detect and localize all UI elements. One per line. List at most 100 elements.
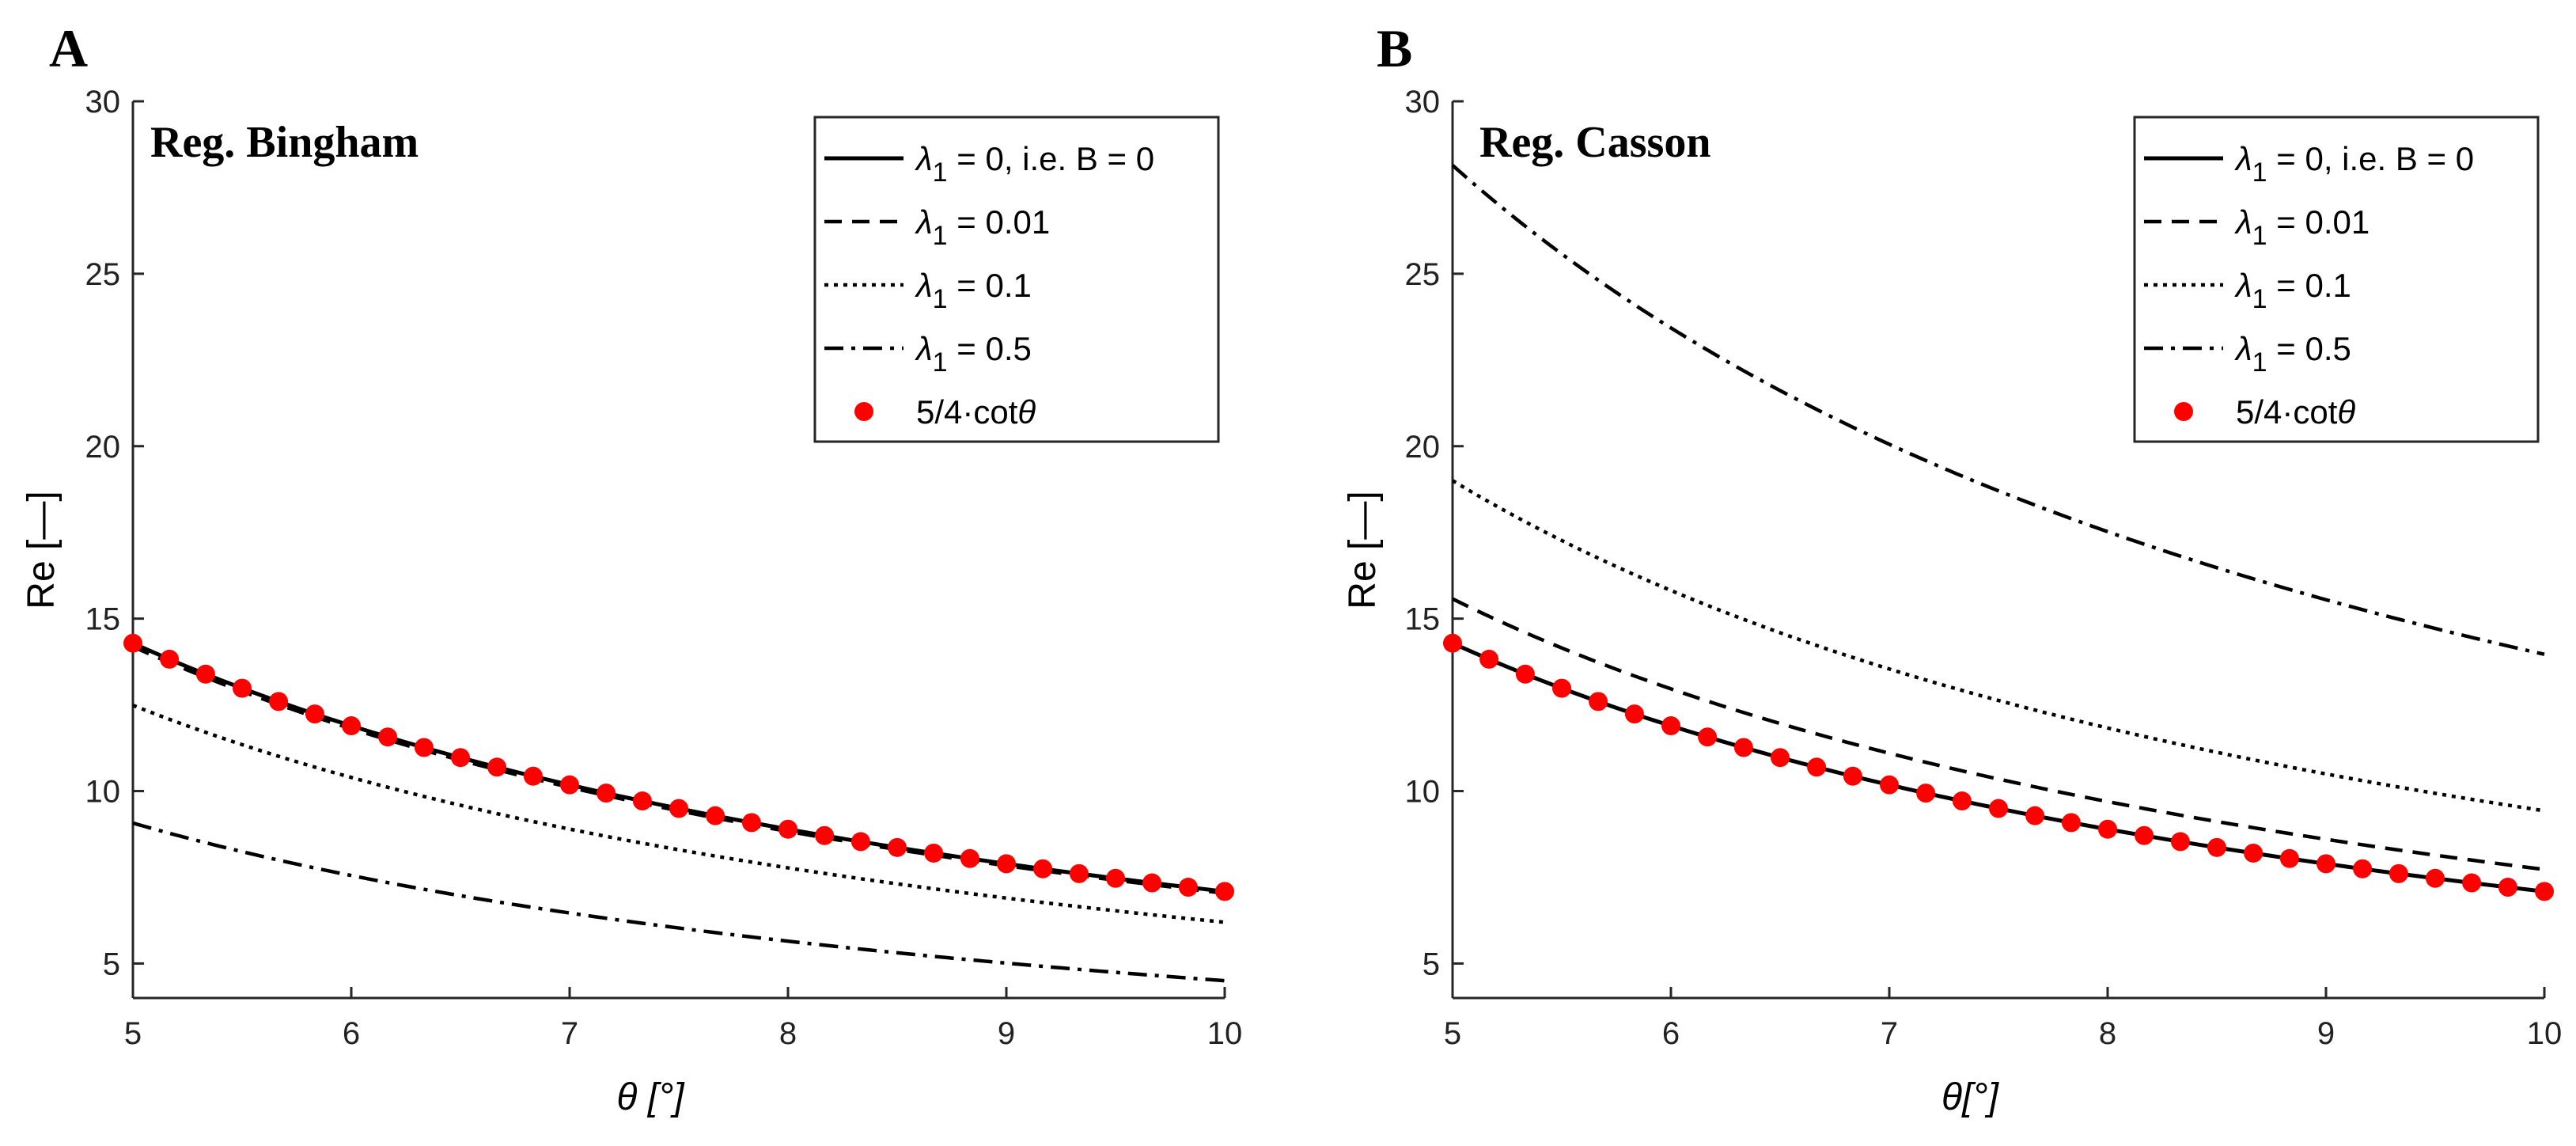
data-point (1771, 748, 1790, 768)
x-tick-label: 7 (561, 1016, 578, 1051)
data-point (378, 727, 398, 747)
data-point (123, 633, 142, 653)
y-tick-label: 5 (103, 947, 120, 981)
data-point (1069, 863, 1089, 883)
series-line-1 (1452, 597, 2545, 871)
y-tick-label: 30 (1405, 85, 1441, 120)
data-point (451, 748, 470, 768)
x-tick-label: 6 (343, 1016, 360, 1051)
data-point (414, 738, 434, 757)
series-line-0 (131, 641, 1225, 894)
data-point (1624, 704, 1644, 724)
data-point (1952, 791, 1972, 811)
data-point (2462, 873, 2482, 893)
data-point (2353, 859, 2373, 878)
data-point (305, 704, 324, 724)
data-point (523, 766, 543, 786)
data-point (1106, 868, 1125, 888)
data-point (269, 692, 289, 712)
legend-entry: 5/4·cotθ (916, 393, 1036, 431)
y-tick-label: 10 (1405, 775, 1441, 810)
y-tick-label: 25 (85, 257, 121, 292)
y-tick-label: 10 (85, 775, 121, 810)
y-tick-label: 20 (85, 430, 121, 465)
data-point (706, 806, 725, 825)
data-point (1515, 664, 1535, 684)
panel-letter-a: A (49, 18, 88, 78)
legend-entry: λ1 = 0, i.e. B = 0 (2234, 140, 2474, 188)
x-tick-label: 10 (2527, 1016, 2563, 1051)
data-point (997, 854, 1016, 874)
x-tick-label: 9 (2317, 1016, 2335, 1051)
y-tick-label: 30 (85, 85, 121, 120)
data-point (233, 678, 252, 698)
x-tick-label: 5 (124, 1016, 142, 1051)
x-tick-label: 6 (1662, 1016, 1680, 1051)
data-point (1989, 799, 2008, 818)
data-point (2498, 878, 2517, 897)
data-point (1733, 738, 1753, 757)
x-tick-label: 5 (1444, 1016, 1461, 1051)
x-tick-label: 10 (1207, 1016, 1243, 1051)
data-point (2098, 819, 2117, 839)
data-point (2207, 837, 2226, 857)
data-point (2317, 854, 2335, 874)
data-point (560, 775, 579, 795)
x-tick-label: 8 (779, 1016, 797, 1051)
data-point (2426, 868, 2445, 888)
legend-entry: λ1 = 0.01 (2234, 203, 2370, 251)
data-point (850, 832, 870, 852)
chart-title-a: Reg. Bingham (150, 118, 419, 167)
data-point (669, 799, 688, 818)
data-point (1552, 678, 1571, 698)
legend-entry: λ1 = 0.1 (2234, 267, 2351, 314)
legend-entry: λ1 = 0.01 (915, 203, 1050, 251)
legend-entry: λ1 = 0.5 (915, 330, 1032, 378)
legend-entry: λ1 = 0, i.e. B = 0 (915, 140, 1154, 188)
data-point (1843, 766, 1862, 786)
data-point (1661, 716, 1680, 736)
y-axis-label-a: Re [—] (21, 491, 63, 609)
data-point (2244, 843, 2263, 863)
legend-entry: 5/4·cotθ (2236, 393, 2355, 431)
legend-entry: λ1 = 0.1 (915, 267, 1032, 314)
x-axis-label-b: θ[°] (1941, 1076, 2000, 1118)
data-point (2135, 825, 2154, 845)
data-point (1178, 878, 1198, 897)
data-point (2025, 806, 2045, 825)
data-point (815, 825, 835, 845)
data-point (1215, 882, 1234, 901)
x-axis-label-a: θ [°] (616, 1076, 685, 1118)
panel-letter-b: B (1377, 18, 1412, 78)
legend-a: λ1 = 0, i.e. B = 0 λ1 = 0.01 λ1 = 0.1 λ1 = … (813, 116, 1220, 443)
series-line-2 (1451, 479, 2545, 813)
data-point (1698, 727, 1718, 747)
y-tick-label: 5 (1422, 947, 1440, 981)
data-point (778, 819, 797, 839)
legend-marker (854, 402, 873, 421)
data-point (924, 843, 944, 863)
y-axis-label-b: Re [—] (1342, 491, 1384, 609)
series-line-2 (132, 704, 1225, 924)
data-point (1479, 649, 1499, 669)
y-tick-label: 15 (85, 602, 121, 637)
legend-entry: λ1 = 0.5 (2234, 330, 2351, 378)
data-point (1443, 633, 1462, 653)
data-point (195, 664, 215, 684)
data-point (888, 837, 907, 857)
series-line-3 (132, 821, 1225, 983)
x-tick-label: 7 (1881, 1016, 1898, 1051)
data-point (1589, 692, 1608, 712)
data-point (1916, 784, 1936, 803)
data-point (741, 813, 761, 833)
legend-marker (2174, 402, 2193, 421)
data-point (2170, 832, 2190, 852)
x-tick-label: 8 (2099, 1016, 2116, 1051)
data-point (2535, 882, 2554, 901)
data-point (632, 791, 652, 811)
legend-b: λ1 = 0, i.e. B = 0 λ1 = 0.01 λ1 = 0.1 λ1 = … (2133, 116, 2540, 443)
